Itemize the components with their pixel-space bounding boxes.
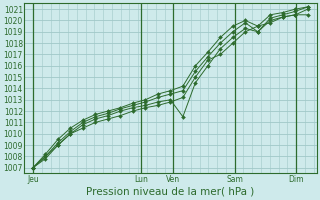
X-axis label: Pression niveau de la mer( hPa ): Pression niveau de la mer( hPa ) [86,187,254,197]
